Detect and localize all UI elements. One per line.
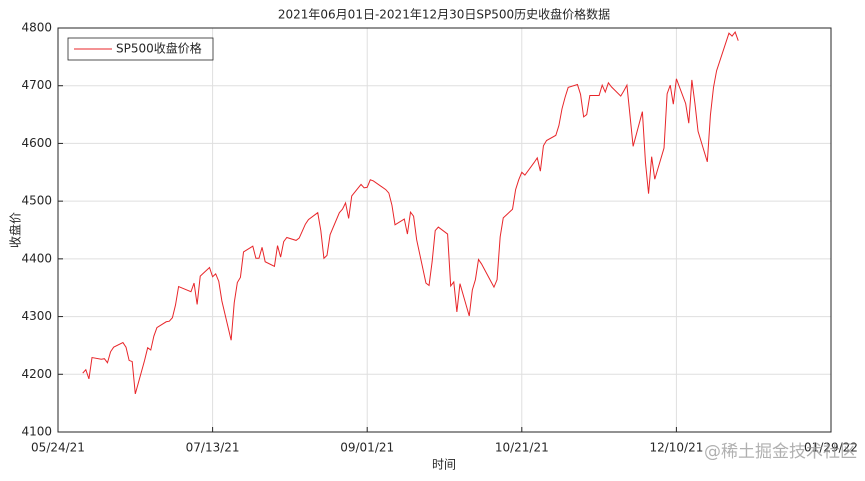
y-tick-label: 4600	[21, 136, 52, 150]
x-tick-label: 09/01/21	[340, 441, 394, 455]
legend-box	[67, 37, 214, 61]
line	[82, 31, 739, 395]
x-tick-label: 05/24/21	[31, 441, 85, 455]
x-tick-label: 10/21/21	[495, 441, 549, 455]
y-tick-label: 4300	[21, 309, 52, 323]
plot-frame	[57, 27, 832, 433]
y-tick-label: 4700	[21, 78, 52, 92]
y-axis-label: 收盘价	[8, 212, 23, 248]
y-tick-label: 4800	[21, 21, 52, 35]
y-tick-label: 4200	[21, 367, 52, 381]
x-tick-label: 01/29/22	[804, 441, 858, 455]
x-tick-label: 07/13/21	[186, 441, 240, 455]
y-tick-label: 4400	[21, 251, 52, 265]
watermark: @稀土掘金技术社区	[704, 442, 857, 462]
legend-label: SP500收盘价格	[116, 41, 202, 56]
x-axis-label: 时间	[432, 458, 456, 472]
y-tick-label: 4500	[21, 194, 52, 208]
x-tick-label: 12/10/21	[649, 441, 703, 455]
chart-title: 2021年06月01日-2021年12月30日SP500历史收盘价格数据	[278, 7, 610, 22]
y-tick-label: 4100	[21, 425, 52, 439]
